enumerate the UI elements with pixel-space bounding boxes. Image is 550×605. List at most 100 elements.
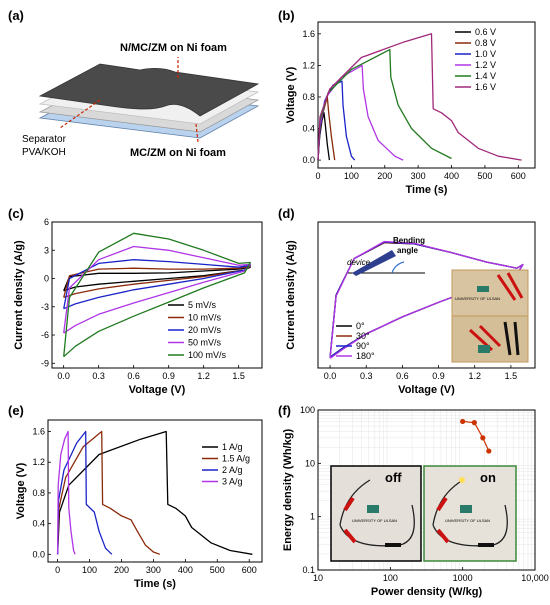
series-line-e-1 (56, 430, 161, 555)
legend-label: 5 mV/s (188, 300, 217, 310)
photo-bent-black-clip (503, 321, 520, 356)
y-tick-label: 100 (300, 405, 315, 415)
photo-bent-logo (478, 345, 490, 353)
y-tick-label: 0.8 (32, 488, 45, 498)
photo-inset-f: off on UNIVERSITY OF ULSAN UNIVERSITY OF… (330, 465, 517, 562)
x-tick-label: 1.2 (468, 371, 481, 381)
legend-label: 1.2 V (475, 60, 496, 70)
x-tick-label: 10 (313, 573, 323, 583)
legend-label: 1.4 V (475, 71, 496, 81)
x-tick-label: 0.3 (360, 371, 373, 381)
plot-frame (317, 21, 536, 169)
plot-frame (317, 221, 536, 369)
bending-inset: device Bending angle (347, 236, 425, 276)
y-tick-label: 0.0 (32, 549, 45, 559)
data-point (460, 418, 466, 425)
photo-off (330, 465, 422, 562)
schematic-a: N/MC/ZM on Ni foam Separator PVA/KOH MC/… (22, 42, 260, 159)
x-tick-label: 0.0 (57, 371, 70, 381)
series-line-c-3 (63, 245, 251, 334)
panel-label-f: (f) (278, 403, 291, 418)
y-tick-label: 1.2 (32, 457, 45, 467)
top-electrode-label: N/MC/ZM on Ni foam (120, 42, 227, 54)
series-line-e-2 (56, 430, 113, 555)
legend-label: 1 A/g (222, 442, 243, 452)
x-tick-label: 100 (344, 171, 359, 181)
plot-frame (47, 419, 263, 563)
x-tick-label: 100 (383, 573, 398, 583)
panel-label-d: (d) (278, 206, 295, 221)
y-tick-label: 1.6 (302, 29, 315, 39)
y-axis-title: Current density (A/g) (285, 240, 297, 350)
y-tick-label: -3 (41, 302, 49, 312)
legend-label: 0° (356, 321, 365, 331)
y-tick-label: 1.2 (302, 60, 315, 70)
x-axis-title: Voltage (V) (129, 384, 186, 396)
x-tick-label: 0 (315, 171, 320, 181)
x-tick-label: 10,000 (521, 573, 549, 583)
legend-label: 1.0 V (475, 49, 496, 59)
photo-on-logo (460, 505, 472, 513)
top-electrode-layer (38, 63, 260, 117)
legend-label: 180° (356, 351, 375, 361)
x-tick-label: 400 (444, 171, 459, 181)
series-line-c-4 (63, 232, 251, 358)
y-tick-label: 0.1 (302, 565, 315, 575)
legend-label: 30° (356, 331, 370, 341)
photo-flat-university-text: UNIVERSITY OF ULSAN (455, 296, 500, 301)
x-tick-label: 0.6 (127, 371, 140, 381)
x-tick-label: 1.5 (505, 371, 518, 381)
legend-label: 3 A/g (222, 477, 243, 487)
y-tick-label: 1.6 (32, 427, 45, 437)
y-tick-label: 6 (44, 217, 49, 227)
x-tick-label: 0.6 (396, 371, 409, 381)
x-tick-label: 0.0 (324, 371, 337, 381)
legend-label: 0.8 V (475, 38, 496, 48)
legend-label: 10 mV/s (188, 313, 222, 323)
bottom-label-leader (195, 123, 199, 143)
series-line-c-1 (63, 265, 251, 299)
legend-label: 0.6 V (475, 27, 496, 37)
series-line-e-3 (56, 430, 76, 555)
y-tick-label: -9 (41, 358, 49, 368)
x-tick-label: 300 (146, 565, 161, 575)
separator-label-line1: Separator (22, 134, 67, 145)
series-line-b-4 (317, 48, 452, 161)
x-tick-label: 0.9 (162, 371, 175, 381)
photo-off-logo (367, 505, 379, 513)
chart-b: 0 100 200 300 400 500 600 0.0 0.4 0.8 1.2 1.6 Time (… (285, 21, 536, 196)
x-tick-label: 0.3 (92, 371, 105, 381)
series-line-d-3 (329, 240, 524, 359)
x-axis-title: Time (s) (134, 578, 176, 590)
x-tick-label: 600 (511, 171, 526, 181)
x-tick-label: 500 (210, 565, 225, 575)
data-point (480, 435, 486, 441)
legend-label: 1.6 V (475, 82, 496, 92)
series-line-f (462, 420, 490, 452)
on-label: on (480, 470, 496, 485)
chart-d: 0.0 0.3 0.6 0.9 1.2 1.5 Voltage (V) Current den… (285, 221, 536, 396)
photo-on-university-text: UNIVERSITY OF ULSAN (445, 518, 490, 523)
separator-label-leader (59, 99, 101, 129)
chart-e: 0 100 200 300 400 500 600 0.0 0.4 0.8 1.2 1.6 Time (… (15, 419, 263, 590)
panel-label-e: (e) (8, 403, 24, 418)
data-point (471, 420, 477, 426)
bending-label-line1: Bending (393, 236, 425, 245)
x-tick-label: 200 (377, 171, 392, 181)
y-tick-label: 3 (44, 245, 49, 255)
x-tick-label: 500 (477, 171, 492, 181)
y-axis-title: Voltage (V) (15, 462, 27, 519)
y-tick-label: 10 (305, 458, 315, 468)
photo-on-red-clip (436, 496, 450, 544)
y-tick-label: 0.8 (302, 92, 315, 102)
y-tick-label: 0 (44, 274, 49, 284)
x-tick-label: 200 (114, 565, 129, 575)
plot-frame (317, 409, 536, 571)
photo-on (423, 465, 517, 562)
y-tick-label: 0.4 (302, 124, 315, 134)
device-label: device (347, 258, 371, 267)
x-tick-label: 600 (242, 565, 257, 575)
legend-label: 20 mV/s (188, 325, 222, 335)
x-tick-label: 400 (178, 565, 193, 575)
